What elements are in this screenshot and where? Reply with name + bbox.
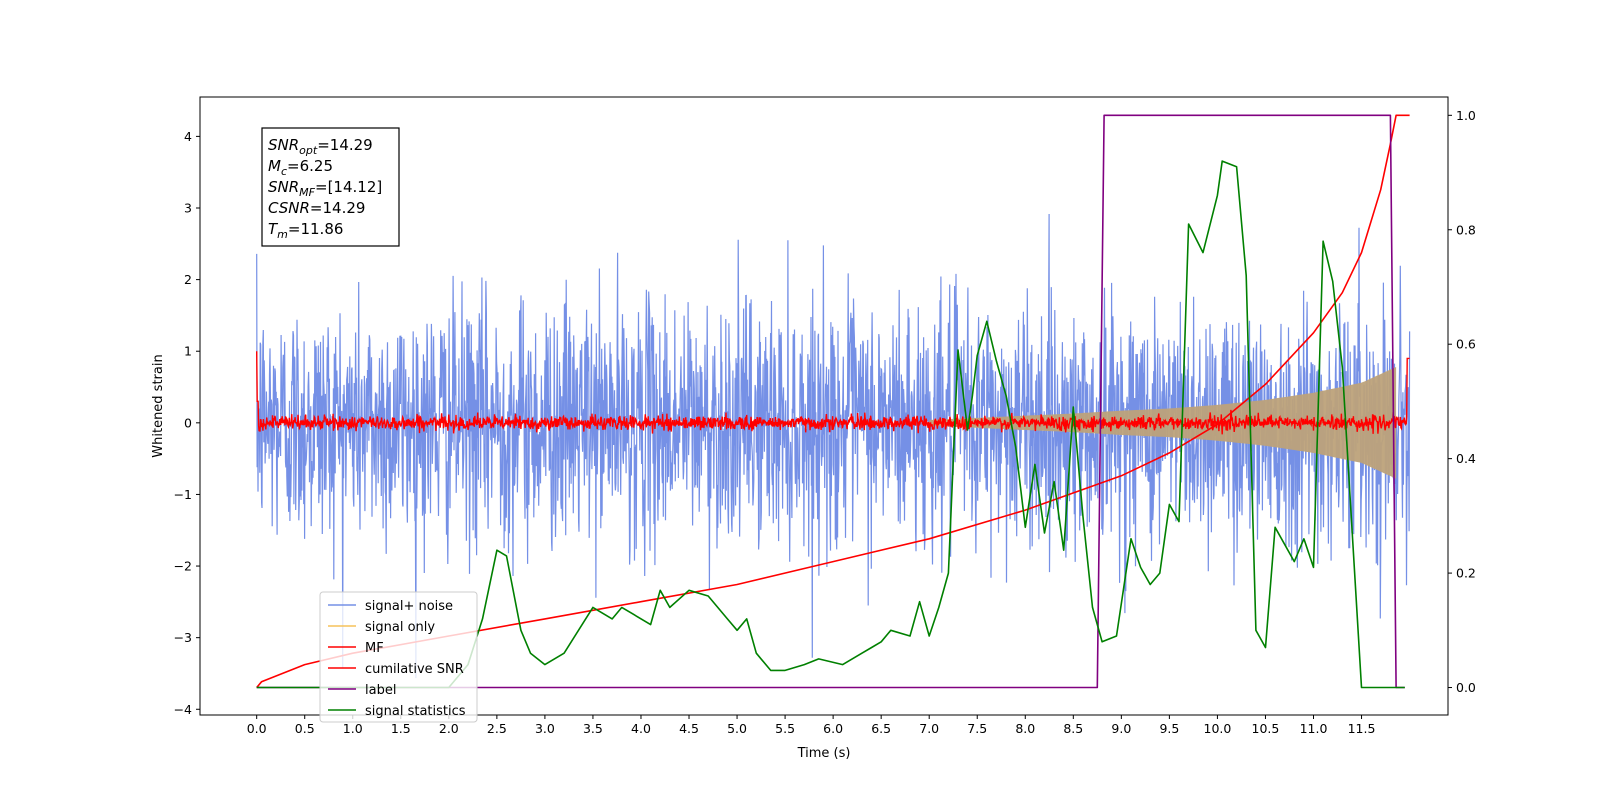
x-tick-label: 6.5 bbox=[871, 721, 891, 736]
x-tick-label: 2.5 bbox=[487, 721, 507, 736]
x-tick-label: 8.0 bbox=[1015, 721, 1035, 736]
legend-label: signal statistics bbox=[365, 704, 466, 719]
signal-statistics-line bbox=[256, 160, 1405, 689]
y-tick-label: 0 bbox=[184, 415, 192, 430]
y-tick-label: −4 bbox=[174, 702, 192, 717]
stats-box: SNRopt=14.29Mc=6.25SNRMF=[14.12]CSNR=14.… bbox=[261, 127, 400, 247]
x-tick-label: 9.0 bbox=[1111, 721, 1131, 736]
legend-label: cumilative SNR bbox=[365, 662, 464, 677]
x-tick-label: 5.5 bbox=[775, 721, 795, 736]
y2-axis-ticks: 1.0 0.8 0.6 0.4 0.2 0.0 bbox=[1448, 108, 1476, 695]
legend-label: signal only bbox=[365, 620, 435, 635]
y2-tick-label: 0.8 bbox=[1456, 222, 1476, 237]
y-tick-label: 3 bbox=[184, 200, 192, 215]
x-tick-label: 3.5 bbox=[583, 721, 603, 736]
signal-noise-line bbox=[256, 213, 1411, 679]
x-tick-label: 6.0 bbox=[823, 721, 843, 736]
y2-tick-label: 1.0 bbox=[1456, 108, 1476, 123]
y-tick-label: 4 bbox=[184, 129, 192, 144]
x-tick-label: 5.0 bbox=[727, 721, 747, 736]
y2-tick-label: 0.4 bbox=[1456, 451, 1476, 466]
y-axis-ticks: 4 3 2 1 0 −1 −2 −3 −4 bbox=[174, 129, 200, 717]
y-tick-label: −3 bbox=[174, 630, 192, 645]
y-tick-label: 2 bbox=[184, 272, 192, 287]
signal-noise-layer bbox=[256, 213, 1411, 679]
legend: signal+ noise signal only MF cumilative SNR… bbox=[319, 591, 478, 723]
y-tick-label: 1 bbox=[184, 344, 192, 359]
y2-tick-label: 0.6 bbox=[1456, 337, 1476, 352]
x-tick-label: 2.0 bbox=[439, 721, 459, 736]
x-tick-label: 8.5 bbox=[1063, 721, 1083, 736]
x-tick-label: 9.5 bbox=[1159, 721, 1179, 736]
x-tick-label: 3.0 bbox=[535, 721, 555, 736]
y2-tick-label: 0.2 bbox=[1456, 566, 1476, 581]
x-tick-label: 1.0 bbox=[343, 721, 363, 736]
x-tick-label: 11.5 bbox=[1348, 721, 1376, 736]
x-axis-label: Time (s) bbox=[797, 746, 851, 761]
stats-box-frame bbox=[261, 127, 400, 247]
x-tick-label: 4.5 bbox=[679, 721, 699, 736]
plot-frame bbox=[199, 96, 1449, 716]
x-tick-label: 0.5 bbox=[295, 721, 315, 736]
y-tick-label: −1 bbox=[174, 487, 192, 502]
x-tick-label: 11.0 bbox=[1300, 721, 1328, 736]
x-axis-ticks: 0.0 0.5 1.0 1.5 2.0 2.5 3.0 3.5 4.0 4.5 5.0 5.5 6.0 6… bbox=[247, 715, 1376, 736]
stats-line: Tm=11.86 bbox=[268, 220, 343, 241]
legend-label: signal+ noise bbox=[365, 599, 453, 614]
stats-line: Mc=6.25 bbox=[268, 157, 333, 178]
y2-tick-label: 0.0 bbox=[1456, 680, 1476, 695]
x-tick-label: 4.0 bbox=[631, 721, 651, 736]
y-tick-label: −2 bbox=[174, 559, 192, 574]
x-tick-label: 0.0 bbox=[247, 721, 267, 736]
x-tick-label: 7.5 bbox=[967, 721, 987, 736]
legend-label: MF bbox=[365, 641, 384, 656]
x-tick-label: 10.5 bbox=[1252, 721, 1280, 736]
legend-label: label bbox=[365, 683, 396, 698]
stats-line: SNRopt=14.29 bbox=[268, 136, 373, 157]
stats-line: SNRMF=[14.12] bbox=[268, 178, 382, 199]
x-tick-label: 10.0 bbox=[1204, 721, 1232, 736]
y-axis-label: Whitened strain bbox=[151, 354, 166, 457]
x-tick-label: 7.0 bbox=[919, 721, 939, 736]
stats-line: CSNR=14.29 bbox=[268, 199, 365, 217]
legend-frame bbox=[319, 591, 478, 723]
x-tick-label: 1.5 bbox=[391, 721, 411, 736]
